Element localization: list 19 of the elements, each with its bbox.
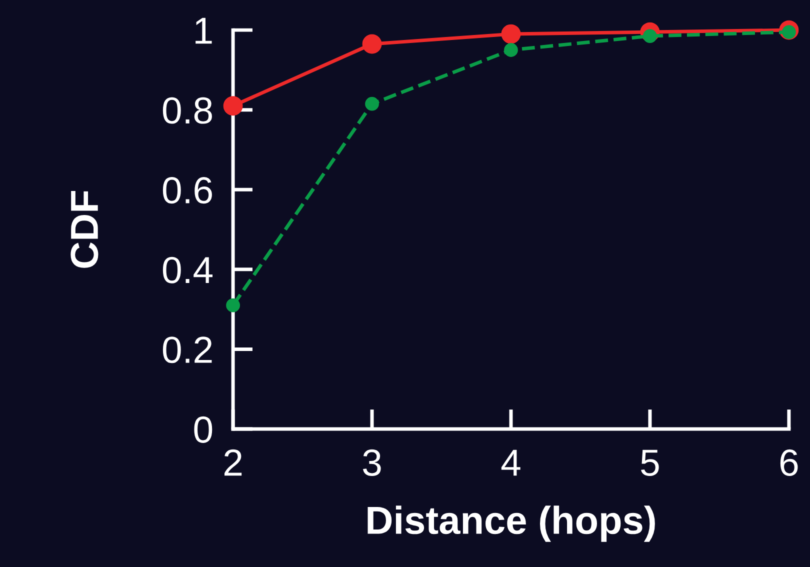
y-tick-label: 0 <box>194 416 212 443</box>
x-tick-label: 6 <box>780 449 798 476</box>
point <box>226 298 240 312</box>
point <box>504 43 518 57</box>
point <box>365 96 379 111</box>
y-axis-title: CDF <box>70 190 98 268</box>
x-axis-title: Distance (hops) <box>368 506 655 542</box>
point <box>362 34 382 54</box>
y-tick-label: 0.4 <box>162 256 212 284</box>
point <box>501 24 521 44</box>
y-tick-label: 0.2 <box>162 336 212 364</box>
y-tick-label: 1 <box>196 18 212 44</box>
point <box>223 96 243 116</box>
x-tick-label: 5 <box>641 450 659 476</box>
y-tick-label: 0.6 <box>162 177 212 204</box>
x-tick-label: 3 <box>363 449 381 476</box>
x-tick-label: 4 <box>501 450 520 476</box>
y-tick-label: 0.8 <box>162 97 212 124</box>
x-tick-label: 2 <box>224 449 242 476</box>
